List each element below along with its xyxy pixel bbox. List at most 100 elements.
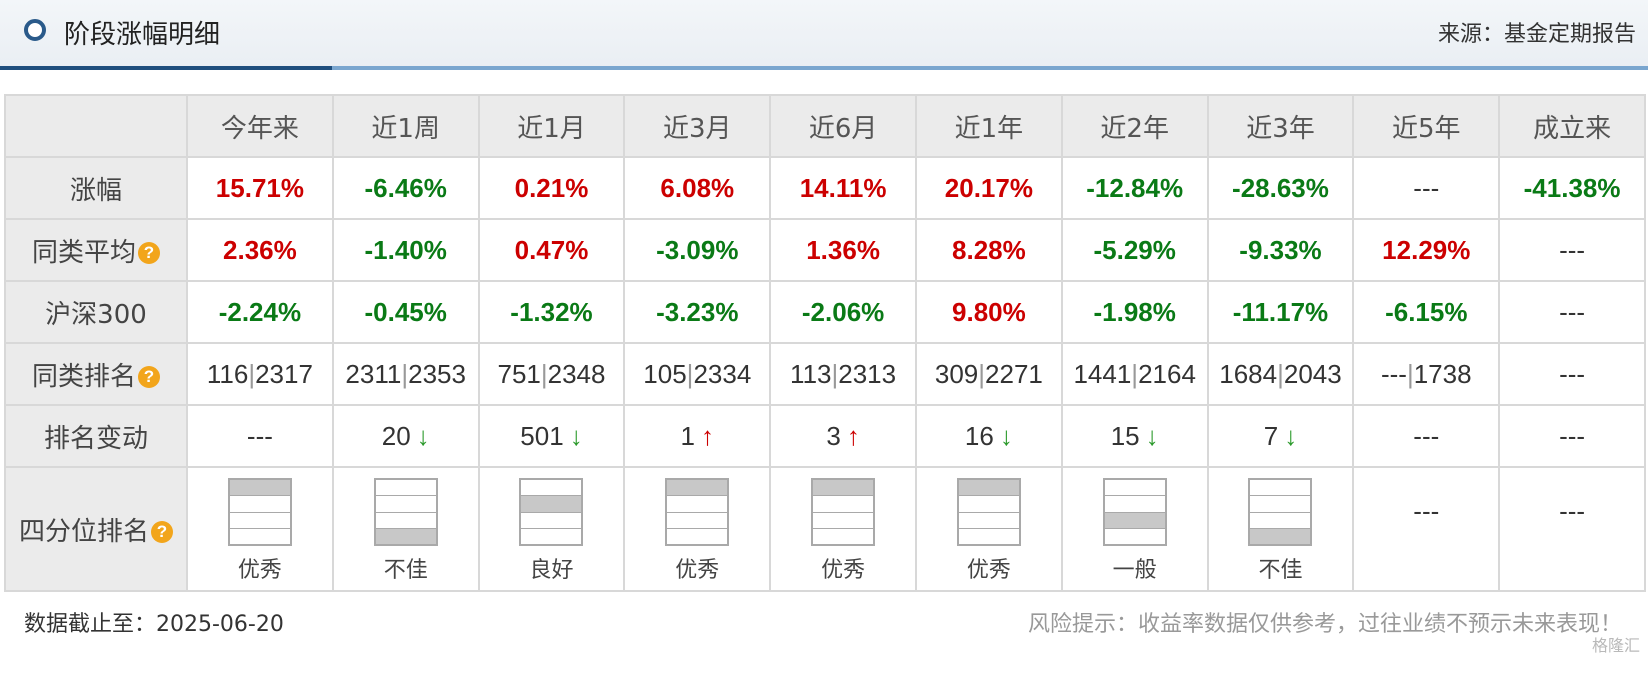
rank-change-cell: --- bbox=[186, 404, 334, 468]
help-icon[interactable]: ? bbox=[138, 366, 160, 388]
quartile-segment bbox=[959, 529, 1019, 544]
rank-position: --- bbox=[1380, 358, 1407, 389]
value-cell: -3.23% bbox=[623, 280, 772, 344]
data-cutoff-date: 数据截止至：2025-06-20 bbox=[24, 612, 284, 637]
table-row-return: 涨幅 15.71% -6.46% 0.21% 6.08% 14.11% 20.17% -12.… bbox=[4, 156, 1646, 220]
value-cell: 9.80% bbox=[914, 280, 1063, 344]
quartile-segment bbox=[230, 529, 290, 544]
percent-value: -12.84% bbox=[1086, 172, 1184, 203]
rank-separator: | bbox=[978, 358, 986, 389]
value-cell: 12.29% bbox=[1352, 218, 1501, 282]
percent-value: 15.71% bbox=[215, 172, 304, 203]
row-label-peer_rank: 同类排名? bbox=[4, 342, 188, 406]
rank-total: 2334 bbox=[693, 358, 752, 389]
value-cell: 1.36% bbox=[769, 218, 917, 282]
percent-value: -5.29% bbox=[1093, 234, 1176, 265]
value-cell: -28.63% bbox=[1206, 156, 1355, 220]
quartile-segment bbox=[375, 528, 436, 544]
percent-value: -1.32% bbox=[510, 296, 593, 327]
rank-separator: | bbox=[1277, 358, 1284, 389]
value-cell: -2.24% bbox=[186, 280, 334, 344]
quartile-cell: 优秀 bbox=[914, 466, 1063, 592]
quartile-label: 优秀 bbox=[675, 558, 720, 583]
column-header: 近5年 bbox=[1352, 94, 1501, 158]
column-header: 近1年 bbox=[914, 94, 1063, 158]
arrow-down-icon: ↓ bbox=[569, 420, 583, 451]
value-cell: -41.38% bbox=[1498, 156, 1646, 220]
percent-value: --- bbox=[1559, 296, 1586, 327]
rank-change-cell: 501 ↓ bbox=[477, 404, 626, 468]
value-cell: 6.08% bbox=[623, 156, 772, 220]
rank-change-value: 7 bbox=[1263, 420, 1279, 451]
quartile-segment bbox=[667, 529, 727, 544]
section-header: 阶段涨幅明细 来源：基金定期报告 bbox=[0, 0, 1648, 70]
quartile-cell: 不佳 bbox=[331, 466, 480, 592]
quartile-cell: --- bbox=[1498, 466, 1646, 592]
performance-table: 今年来 近1周 近1月 近3月 近6月 近1年 近2年 近3年 近5年 成立来 涨幅 15.71% -… bbox=[4, 94, 1646, 592]
rank-change-cell: --- bbox=[1352, 404, 1501, 468]
table-row-quartile: 四分位排名? 优秀 不佳 良好 优秀 优秀 优秀 一般 不佳 --- --- bbox=[4, 466, 1646, 592]
rank-change-cell: 15 ↓ bbox=[1060, 404, 1209, 468]
quartile-segment bbox=[229, 480, 290, 497]
table-row-hs300: 沪深300 -2.24% -0.45% -1.32% -3.23% -2.06% 9.80%… bbox=[4, 280, 1646, 344]
rank-separator: | bbox=[248, 358, 256, 389]
percent-value: 0.47% bbox=[514, 234, 589, 265]
percent-value: 2.36% bbox=[223, 234, 297, 265]
percent-value: 8.28% bbox=[952, 234, 1026, 265]
rank-position: 105 bbox=[643, 358, 687, 389]
rank-cell: 116|2317 bbox=[186, 342, 334, 406]
percent-value: -3.23% bbox=[656, 296, 739, 327]
value-cell: --- bbox=[1498, 280, 1646, 344]
rank-change-value: --- bbox=[1559, 420, 1586, 451]
quartile-segment bbox=[813, 480, 874, 497]
quartile-cell: 优秀 bbox=[623, 466, 772, 592]
quartile-segment bbox=[229, 496, 290, 513]
rank-change-cell: 20 ↓ bbox=[331, 404, 480, 468]
watermark-logo: 格隆汇 bbox=[1591, 636, 1640, 655]
rank-change-value: --- bbox=[1413, 420, 1440, 451]
percent-value: 14.11% bbox=[799, 172, 887, 203]
rank-position: 113 bbox=[790, 358, 832, 389]
header-divider-accent bbox=[0, 66, 332, 70]
quartile-segment bbox=[1250, 480, 1311, 497]
rank-change-value: 20 bbox=[381, 420, 411, 451]
header-divider bbox=[0, 66, 1648, 70]
quartile-segment bbox=[667, 496, 728, 513]
rank-separator: | bbox=[831, 358, 839, 389]
percent-value: 12.29% bbox=[1382, 234, 1471, 265]
percent-value: -41.38% bbox=[1523, 172, 1621, 203]
rank-position: 1684 bbox=[1219, 358, 1278, 389]
rank-change-value: 3 bbox=[826, 420, 841, 451]
value-cell: -9.33% bbox=[1206, 218, 1355, 282]
value-cell: -1.32% bbox=[477, 280, 626, 344]
quartile-segment bbox=[813, 496, 874, 513]
quartile-label: 良好 bbox=[529, 558, 574, 583]
value-cell: --- bbox=[1498, 218, 1646, 282]
row-label-text: 涨幅 bbox=[69, 175, 122, 206]
help-icon[interactable]: ? bbox=[138, 242, 160, 264]
circle-icon bbox=[24, 19, 46, 41]
rank-change-value: --- bbox=[246, 420, 273, 451]
rank-change-cell: 3 ↑ bbox=[769, 404, 917, 468]
value-cell: 0.21% bbox=[477, 156, 626, 220]
quartile-cell: 良好 bbox=[477, 466, 626, 592]
value-cell: -6.46% bbox=[331, 156, 480, 220]
help-icon[interactable]: ? bbox=[151, 521, 173, 543]
table-row-peer_rank: 同类排名? 116|2317 2311|2353 751|2348 105|2334 11… bbox=[4, 342, 1646, 406]
quartile-chart bbox=[1102, 478, 1167, 546]
rank-position: 309 bbox=[934, 358, 979, 389]
quartile-label: --- bbox=[1559, 496, 1586, 526]
row-label-peer_avg: 同类平均? bbox=[4, 218, 188, 282]
value-cell: 8.28% bbox=[914, 218, 1063, 282]
table-row-peer_avg: 同类平均? 2.36% -1.40% 0.47% -3.09% 1.36% 8.28% -5.… bbox=[4, 218, 1646, 282]
data-source: 来源：基金定期报告 bbox=[1437, 22, 1636, 47]
corner-cell bbox=[4, 94, 188, 158]
rank-cell: 113|2313 bbox=[769, 342, 917, 406]
rank-change-value: 1 bbox=[680, 420, 696, 451]
percent-value: 1.36% bbox=[806, 234, 880, 265]
rank-position: --- bbox=[1559, 358, 1586, 389]
arrow-down-icon: ↓ bbox=[1284, 420, 1298, 451]
value-cell: -0.45% bbox=[331, 280, 480, 344]
quartile-label: 不佳 bbox=[1258, 558, 1303, 583]
rank-separator: | bbox=[540, 358, 548, 389]
